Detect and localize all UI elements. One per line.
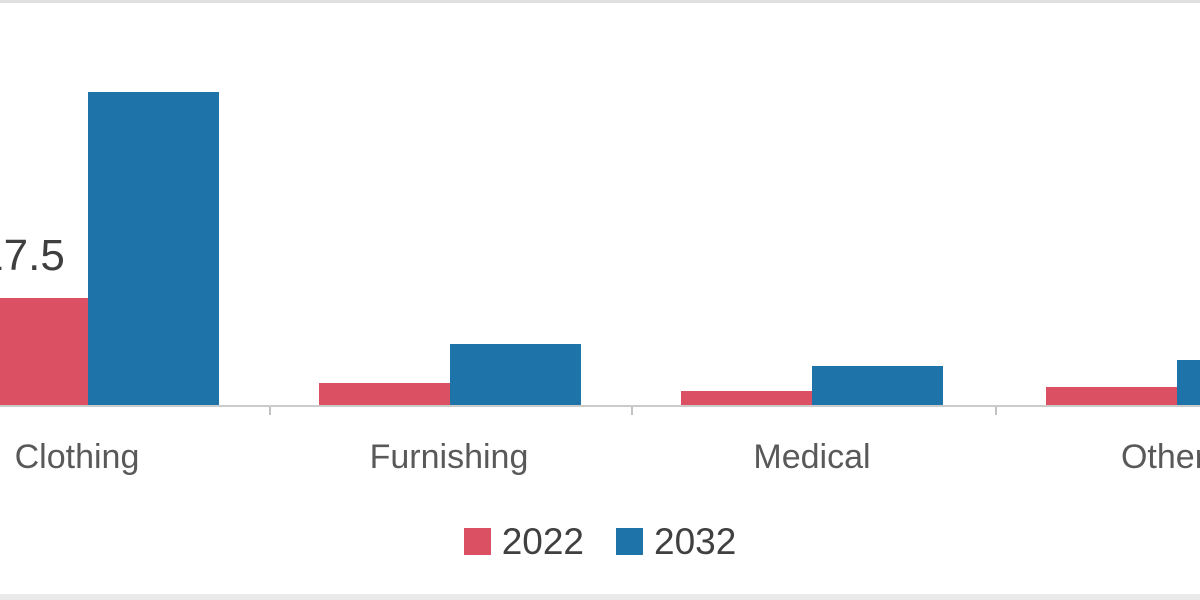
- legend-label-2022: 2022: [501, 521, 584, 562]
- data-label-clothing-2022: 17.5: [0, 231, 65, 280]
- x-axis-line: [0, 405, 1200, 407]
- category-label-clothing: Clothing: [14, 438, 140, 476]
- axis-tick: [631, 407, 633, 415]
- axis-tick: [995, 407, 997, 415]
- axis-tick: [269, 407, 271, 415]
- bar-others-2032: [1177, 360, 1200, 405]
- bar-clothing-2032: [87, 92, 219, 405]
- legend: 2022 2032: [0, 523, 1200, 560]
- category-label-others: Others: [1120, 438, 1200, 476]
- top-border-line: [0, 0, 1200, 3]
- bar-clothing-2022: [0, 298, 88, 405]
- legend-swatch-2022: [463, 528, 491, 555]
- bar-others-2022: [1046, 387, 1177, 405]
- legend-item-2022: 2022: [463, 521, 584, 562]
- bar-furnishing-2032: [449, 344, 581, 405]
- legend-swatch-2032: [616, 528, 643, 555]
- bar-furnishing-2022: [318, 383, 450, 405]
- bar-medical-2022: [681, 391, 812, 405]
- category-label-medical: Medical: [753, 438, 871, 476]
- bottom-border-line: [0, 594, 1200, 600]
- legend-label-2032: 2032: [654, 521, 737, 562]
- legend-item-2032: 2032: [616, 523, 736, 560]
- category-label-furnishing: Furnishing: [369, 438, 529, 476]
- bar-medical-2032: [812, 366, 943, 405]
